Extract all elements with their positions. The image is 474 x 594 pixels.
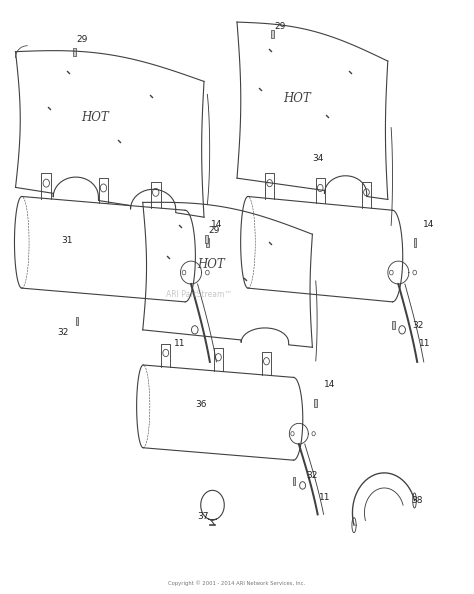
Text: 32: 32	[413, 321, 424, 330]
Bar	[293, 477, 295, 485]
Text: 32: 32	[57, 328, 69, 337]
Text: Copyright © 2001 - 2014 ARI Network Services, Inc.: Copyright © 2001 - 2014 ARI Network Serv…	[168, 580, 306, 586]
Text: 14: 14	[423, 220, 435, 229]
Text: 29: 29	[209, 226, 220, 235]
Text: 11: 11	[419, 339, 430, 348]
Text: HOT: HOT	[283, 92, 311, 105]
Bar	[271, 30, 273, 38]
Text: 14: 14	[211, 220, 223, 229]
Text: 38: 38	[411, 497, 423, 505]
Text: 34: 34	[312, 153, 324, 163]
Text: 32: 32	[307, 471, 318, 480]
Bar	[76, 317, 78, 325]
Text: 31: 31	[61, 236, 73, 245]
Text: 36: 36	[195, 400, 206, 409]
Text: 29: 29	[274, 22, 286, 31]
Bar	[314, 399, 317, 407]
Bar	[392, 321, 395, 330]
Text: 29: 29	[77, 35, 88, 45]
Bar	[73, 48, 76, 56]
Bar	[205, 235, 208, 243]
Text: HOT: HOT	[81, 111, 109, 124]
Bar	[413, 238, 416, 247]
Text: ARI PartStream™: ARI PartStream™	[166, 289, 232, 299]
Text: 11: 11	[173, 339, 185, 348]
Text: 37: 37	[197, 513, 209, 522]
Text: HOT: HOT	[197, 258, 225, 271]
Text: 14: 14	[324, 380, 335, 390]
Text: 11: 11	[319, 494, 330, 503]
Bar	[206, 238, 209, 247]
